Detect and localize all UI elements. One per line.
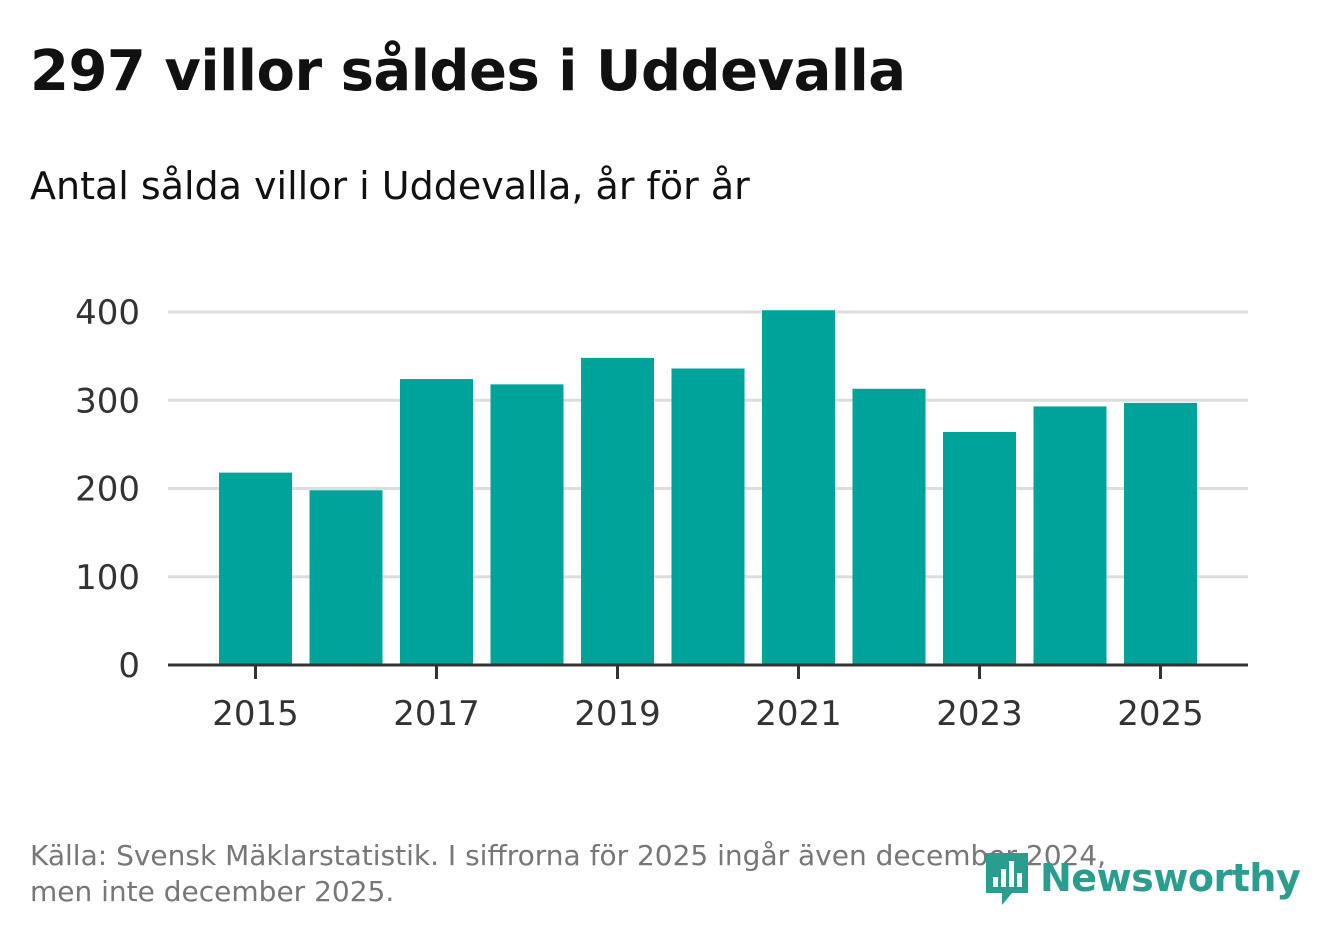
bar-2018 bbox=[490, 384, 564, 665]
x-tick-label-2019: 2019 bbox=[574, 694, 661, 734]
y-tick-label-200: 200 bbox=[75, 470, 140, 510]
bar-2023 bbox=[943, 432, 1016, 665]
bar-2020 bbox=[671, 368, 745, 665]
logo-text: Newsworthy bbox=[1040, 856, 1301, 900]
newsworthy-logo[interactable]: Newsworthy bbox=[982, 846, 1301, 910]
bar-2021 bbox=[762, 310, 835, 665]
source-line-2: men inte december 2025. bbox=[30, 875, 395, 908]
chart-title: 297 villor såldes i Uddevalla bbox=[30, 39, 906, 104]
bar-2024 bbox=[1033, 406, 1107, 665]
bar-2017 bbox=[400, 379, 473, 665]
y-tick-label-0: 0 bbox=[118, 646, 140, 686]
bar-2015 bbox=[219, 472, 292, 665]
chart-subtitle: Antal sålda villor i Uddevalla, år för å… bbox=[30, 164, 750, 208]
source-line-1: Källa: Svensk Mäklarstatistik. I siffror… bbox=[30, 839, 1107, 872]
bar-2025 bbox=[1124, 402, 1197, 665]
bar-2019 bbox=[581, 357, 654, 665]
y-tick-label-100: 100 bbox=[75, 558, 140, 598]
bar-2016 bbox=[309, 490, 383, 665]
bars bbox=[219, 310, 1197, 665]
axes: 0 100 200 300 400 2015 2017 2019 2021 2023 2025 bbox=[75, 293, 1248, 734]
x-tick-label-2025: 2025 bbox=[1117, 694, 1204, 734]
x-tick-label-2023: 2023 bbox=[936, 694, 1023, 734]
y-tick-label-400: 400 bbox=[75, 293, 140, 333]
y-tick-label-300: 300 bbox=[75, 381, 140, 421]
x-tick-label-2021: 2021 bbox=[755, 694, 842, 734]
x-tick-label-2017: 2017 bbox=[393, 694, 480, 734]
newsworthy-logo-icon bbox=[986, 853, 1028, 905]
bar-2022 bbox=[852, 388, 926, 665]
bar-chart: 0 100 200 300 400 2015 2017 2019 2021 2023 2025 bbox=[75, 293, 1248, 734]
x-tick-label-2015: 2015 bbox=[212, 694, 299, 734]
source-note: Källa: Svensk Mäklarstatistik. I siffror… bbox=[30, 838, 1230, 910]
